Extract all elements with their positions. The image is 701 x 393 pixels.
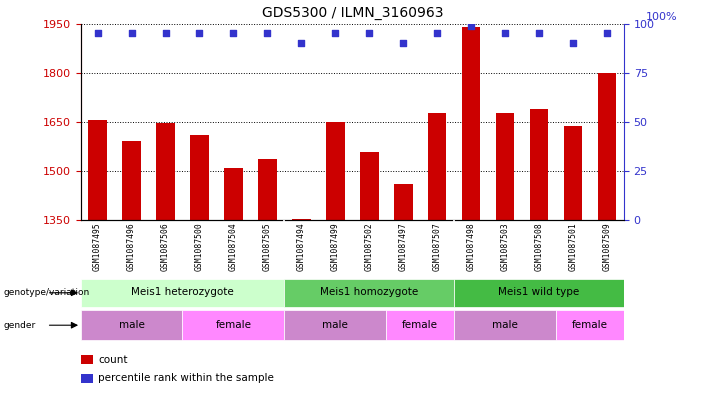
Bar: [122, 141, 141, 220]
Text: male: male: [492, 320, 518, 330]
Text: male: male: [118, 320, 144, 330]
Bar: [556, 310, 624, 340]
Text: GSM1087501: GSM1087501: [569, 222, 578, 271]
Bar: [292, 219, 311, 220]
Text: female: female: [402, 320, 438, 330]
Text: GSM1087503: GSM1087503: [501, 222, 510, 271]
Point: [533, 30, 545, 37]
Text: female: female: [215, 320, 252, 330]
Bar: [224, 168, 243, 220]
Bar: [326, 122, 345, 220]
Bar: [454, 279, 624, 307]
Text: gender: gender: [4, 321, 36, 330]
Bar: [360, 152, 379, 220]
Text: Meis1 heterozygote: Meis1 heterozygote: [131, 287, 234, 297]
Text: percentile rank within the sample: percentile rank within the sample: [98, 373, 274, 384]
Point: [499, 30, 510, 37]
Text: male: male: [322, 320, 348, 330]
Text: genotype/variation: genotype/variation: [4, 288, 90, 297]
Point: [126, 30, 137, 37]
Text: Meis1 homozygote: Meis1 homozygote: [320, 287, 418, 297]
Bar: [597, 73, 616, 220]
Bar: [530, 109, 548, 220]
Text: GSM1087507: GSM1087507: [433, 222, 442, 271]
Text: female: female: [572, 320, 608, 330]
Bar: [428, 113, 447, 220]
Bar: [81, 279, 285, 307]
Point: [92, 30, 103, 37]
Bar: [81, 310, 182, 340]
Text: GSM1087500: GSM1087500: [195, 222, 204, 271]
Point: [567, 40, 578, 46]
Bar: [285, 310, 386, 340]
Bar: [386, 310, 454, 340]
Bar: [190, 135, 209, 220]
Bar: [285, 279, 454, 307]
Point: [364, 30, 375, 37]
Bar: [182, 310, 285, 340]
Point: [465, 22, 477, 29]
Text: GSM1087496: GSM1087496: [127, 222, 136, 271]
Text: GSM1087504: GSM1087504: [229, 222, 238, 271]
Text: GSM1087498: GSM1087498: [467, 222, 475, 271]
Bar: [454, 310, 556, 340]
Title: GDS5300 / ILMN_3160963: GDS5300 / ILMN_3160963: [261, 6, 443, 20]
Bar: [462, 27, 480, 220]
Bar: [496, 113, 515, 220]
Point: [160, 30, 171, 37]
Bar: [564, 126, 583, 220]
Text: GSM1087508: GSM1087508: [534, 222, 543, 271]
Bar: [258, 160, 277, 220]
Text: GSM1087495: GSM1087495: [93, 222, 102, 271]
Point: [601, 30, 613, 37]
Bar: [88, 120, 107, 220]
Point: [329, 30, 341, 37]
Text: count: count: [98, 354, 128, 365]
Bar: [156, 123, 175, 220]
Point: [228, 30, 239, 37]
Text: GSM1087506: GSM1087506: [161, 222, 170, 271]
Text: GSM1087502: GSM1087502: [365, 222, 374, 271]
Text: GSM1087509: GSM1087509: [602, 222, 611, 271]
Text: Meis1 wild type: Meis1 wild type: [498, 287, 580, 297]
Text: GSM1087494: GSM1087494: [297, 222, 306, 271]
Point: [296, 40, 307, 46]
Y-axis label: 100%: 100%: [646, 12, 678, 22]
Text: GSM1087497: GSM1087497: [399, 222, 408, 271]
Point: [194, 30, 205, 37]
Text: GSM1087499: GSM1087499: [331, 222, 340, 271]
Text: GSM1087505: GSM1087505: [263, 222, 272, 271]
Point: [261, 30, 273, 37]
Bar: [394, 184, 412, 220]
Point: [397, 40, 409, 46]
Point: [432, 30, 443, 37]
